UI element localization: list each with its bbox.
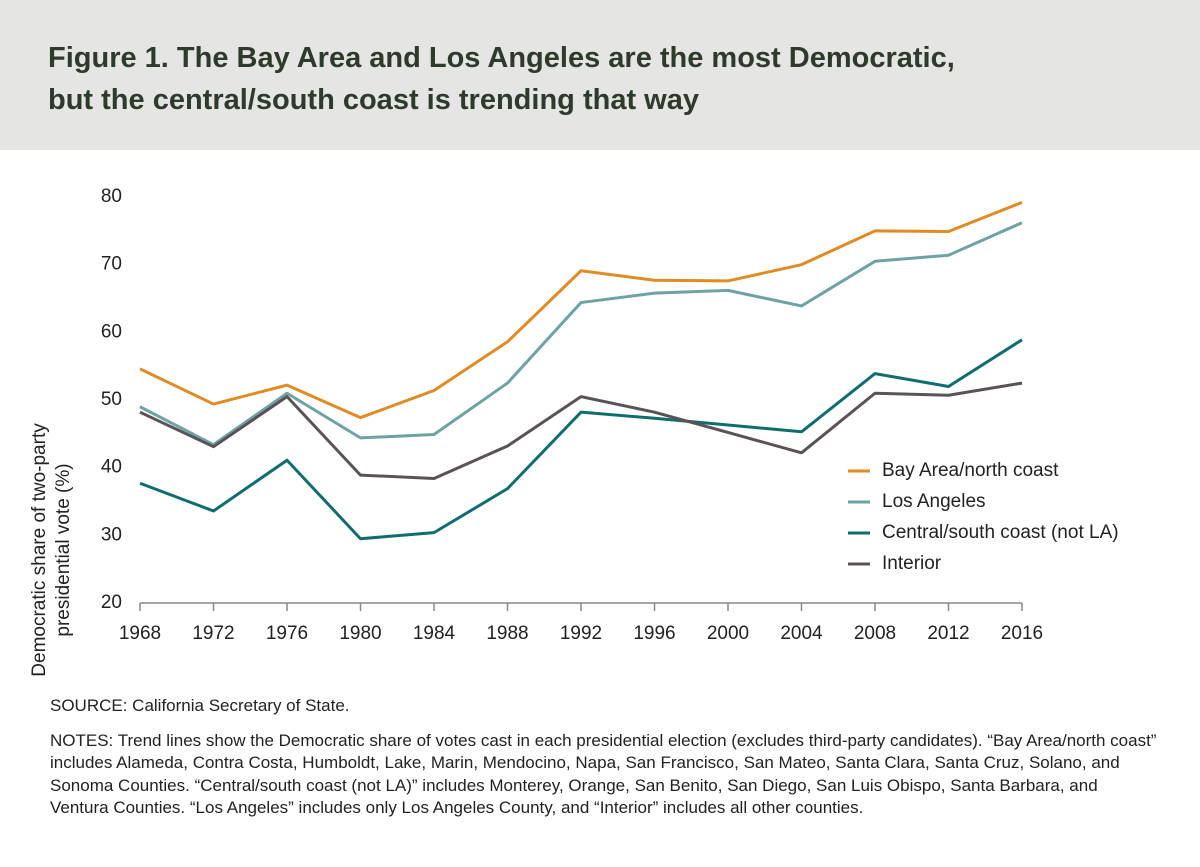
x-tick-label: 1976 bbox=[266, 623, 308, 644]
x-tick-label: 2004 bbox=[780, 623, 823, 644]
series-line bbox=[139, 381, 1023, 480]
y-tick-label: 60 bbox=[101, 321, 122, 342]
x-tick-label: 1972 bbox=[192, 623, 234, 644]
x-tick-label: 1984 bbox=[413, 623, 456, 644]
y-tick-label: 50 bbox=[101, 389, 122, 410]
legend-label: Bay Area/north coast bbox=[882, 460, 1059, 481]
legend-label: Interior bbox=[882, 553, 942, 574]
y-axis-label: presidential vote (%) bbox=[53, 463, 74, 636]
x-tick-label: 1988 bbox=[486, 623, 528, 644]
x-tick-label: 1980 bbox=[339, 623, 381, 644]
x-tick-label: 2012 bbox=[927, 623, 969, 644]
legend-label: Los Angeles bbox=[882, 491, 986, 512]
series-line bbox=[139, 221, 1023, 447]
x-tick-label: 2016 bbox=[1001, 623, 1043, 644]
x-tick-label: 1996 bbox=[633, 623, 675, 644]
header: Figure 1. The Bay Area and Los Angeles a… bbox=[0, 0, 1200, 150]
series-line bbox=[139, 201, 1023, 420]
y-tick-label: 20 bbox=[101, 592, 122, 613]
series-line bbox=[139, 338, 1023, 541]
title-line: Figure 1. The Bay Area and Los Angeles a… bbox=[48, 42, 955, 74]
y-axis-label: Democratic share of two-party bbox=[29, 423, 50, 677]
legend-label: Central/south coast (not LA) bbox=[882, 522, 1119, 543]
x-tick-label: 1992 bbox=[560, 623, 602, 644]
title-line: but the central/south coast is trending … bbox=[48, 84, 699, 116]
chart: Democratic share of two-party presidenti… bbox=[29, 186, 1119, 677]
x-tick-label: 1968 bbox=[119, 623, 161, 644]
y-tick-label: 40 bbox=[101, 457, 122, 478]
source: SOURCE: California Secretary of State. bbox=[50, 696, 350, 715]
y-tick-label: 30 bbox=[101, 524, 122, 545]
x-tick-label: 2000 bbox=[707, 623, 749, 644]
y-tick-label: 70 bbox=[101, 254, 122, 275]
x-tick-label: 2008 bbox=[854, 623, 896, 644]
footnotes: SOURCE: California Secretary of State. N… bbox=[50, 695, 1160, 832]
y-tick-label: 80 bbox=[101, 186, 122, 207]
notes: NOTES: Trend lines show the Democratic s… bbox=[50, 730, 1157, 818]
